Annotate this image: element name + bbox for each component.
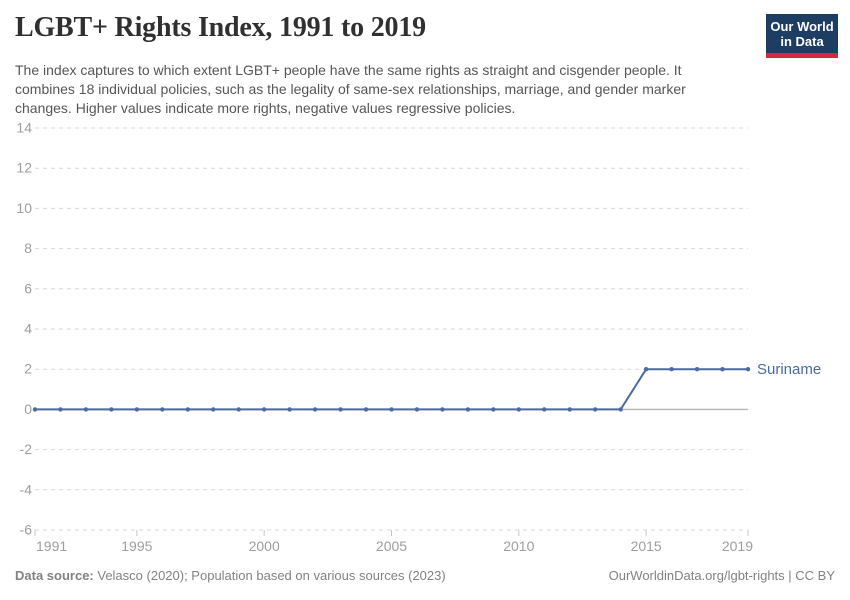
data-point	[542, 407, 547, 412]
data-source-text: Velasco (2020); Population based on vari…	[93, 568, 446, 583]
x-tick-label: 1991	[36, 538, 67, 554]
data-point	[261, 407, 267, 412]
data-point	[491, 407, 496, 412]
data-point	[643, 367, 649, 372]
data-point	[414, 407, 420, 412]
owid-url-license-link[interactable]: OurWorldinData.org/lgbt-rights | CC BY	[608, 568, 835, 583]
data-point	[669, 367, 674, 372]
data-point	[312, 407, 318, 412]
chart-subtitle: The index captures to which extent LGBT+…	[15, 62, 686, 116]
data-point	[440, 407, 445, 412]
data-line	[34, 368, 749, 411]
y-tick-label: 2	[24, 361, 32, 377]
owid-logo-line2: in Data	[780, 34, 824, 49]
y-tick-label: 6	[24, 280, 32, 296]
y-tick-label: 4	[24, 321, 32, 337]
data-point	[134, 407, 140, 412]
data-point	[32, 407, 38, 412]
series-label[interactable]: Suriname	[757, 361, 821, 378]
data-point	[694, 367, 700, 372]
data-point	[567, 407, 572, 412]
owid-logo-line1: Our World	[770, 19, 834, 34]
data-point	[236, 407, 241, 412]
chart-title: LGBT+ Rights Index, 1991 to 2019	[15, 12, 426, 43]
data-point	[83, 407, 89, 412]
y-tick-label: -6	[20, 522, 33, 538]
y-tick-label: 14	[16, 120, 32, 136]
y-tick-label: -4	[20, 481, 33, 497]
data-point	[58, 407, 63, 412]
data-point	[389, 407, 394, 412]
y-tick-label: 12	[16, 160, 32, 176]
chart-footer: Data source: Velasco (2020); Population …	[15, 568, 835, 586]
data-point	[465, 407, 471, 412]
data-point	[338, 407, 343, 412]
y-tick-label: 10	[16, 200, 32, 216]
data-point	[593, 407, 598, 412]
data-point	[745, 367, 751, 372]
owid-logo: Our World in Data	[766, 14, 838, 58]
x-tick-label: 2015	[631, 538, 662, 554]
data-source-label: Data source:	[15, 568, 94, 583]
data-point	[185, 407, 190, 412]
x-tick-label: 2000	[249, 538, 280, 554]
data-point	[109, 407, 114, 412]
data-point	[720, 367, 725, 372]
y-tick-label: 8	[24, 240, 32, 256]
x-tick-label: 1995	[121, 538, 152, 554]
x-tick-label: 2019	[722, 538, 753, 554]
y-tick-label: -2	[20, 441, 33, 457]
y-tick-label: 0	[24, 401, 32, 417]
data-point	[363, 407, 369, 412]
x-tick-label: 2010	[503, 538, 534, 554]
data-point	[160, 407, 165, 412]
data-point	[211, 407, 216, 412]
data-source-note: Data source: Velasco (2020); Population …	[15, 568, 446, 586]
data-point	[516, 407, 522, 412]
data-point	[618, 407, 623, 412]
x-tick-label: 2005	[376, 538, 407, 554]
data-point	[287, 407, 292, 412]
